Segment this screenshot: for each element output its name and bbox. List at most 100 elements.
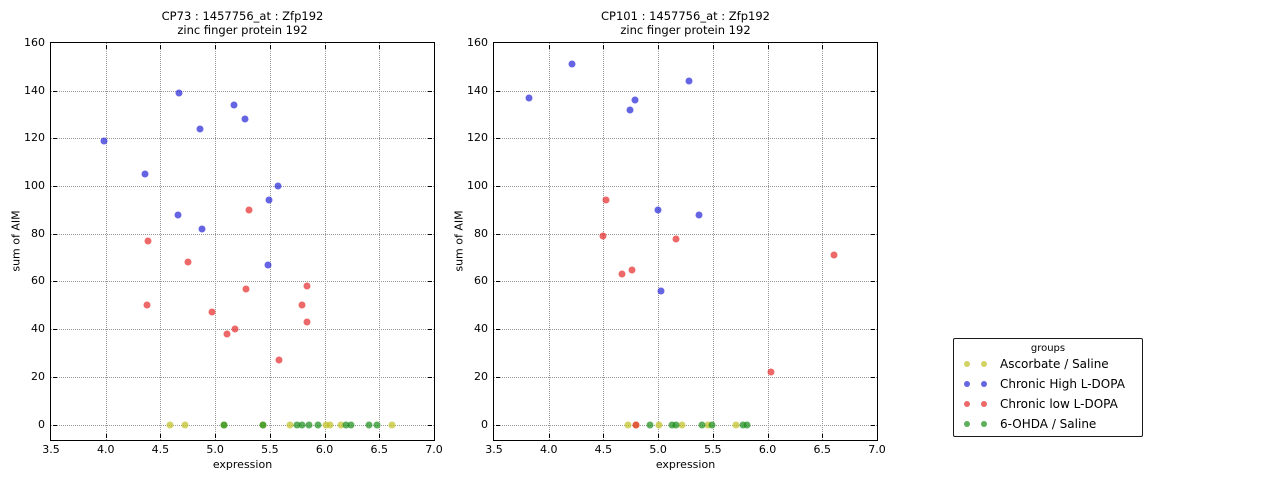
data-point — [337, 421, 345, 428]
x-tick-bottom — [658, 434, 660, 438]
data-point — [305, 421, 313, 428]
data-point — [141, 170, 149, 178]
data-point — [245, 206, 253, 214]
y-tick-left — [53, 186, 57, 188]
x-tick-label: 6.5 — [370, 443, 389, 456]
data-point — [231, 325, 239, 333]
x-tick-label: 5.5 — [261, 443, 279, 456]
x-gridline — [603, 43, 605, 440]
y-gridline — [51, 281, 434, 283]
legend-marker-icon — [964, 401, 970, 407]
x-tick-label: 7.0 — [868, 443, 886, 456]
data-point — [181, 421, 188, 428]
data-point — [298, 421, 306, 428]
y-gridline — [494, 281, 877, 283]
data-point — [275, 356, 283, 364]
data-point — [223, 330, 231, 338]
x-tick-top — [548, 45, 550, 49]
data-point — [631, 96, 639, 104]
y-tick-label: 100 — [24, 179, 45, 193]
y-gridline — [51, 186, 434, 188]
y-tick-right — [428, 90, 432, 92]
plot1-title-line1: CP73 : 1457756_at : Zfp192 — [161, 9, 324, 23]
y-tick-label: 40 — [31, 322, 45, 336]
x-gridline — [269, 43, 271, 440]
x-tick-top — [324, 45, 326, 49]
legend-item: 6-OHDA / Saline — [954, 414, 1142, 434]
x-tick-top — [603, 45, 605, 49]
y-tick-right — [871, 186, 875, 188]
y-tick-label: 120 — [467, 131, 488, 145]
data-point — [618, 270, 626, 278]
x-tick-bottom — [160, 434, 162, 438]
y-gridline — [494, 376, 877, 378]
y-tick-right — [428, 281, 432, 283]
x-tick-top — [767, 45, 769, 49]
x-tick-top — [269, 45, 271, 49]
y-tick-right — [428, 138, 432, 140]
legend-marker-icon — [964, 361, 970, 367]
legend-marker-icon — [964, 421, 970, 427]
x-tick-top — [712, 45, 714, 49]
y-tick-left — [496, 281, 500, 283]
scatter-plot-cp73: 3.5 4.0 4.5 5.0 5.5 6.0 6.5 7.0 0 20 40 60 80 100 120 1… — [24, 36, 443, 456]
y-gridline — [51, 329, 434, 331]
y-gridline — [51, 90, 434, 92]
plot2-title-line1: CP101 : 1457756_at : Zfp192 — [601, 9, 770, 23]
x-gridline — [379, 43, 381, 440]
x-gridline — [105, 43, 107, 440]
data-point — [672, 235, 680, 243]
y-gridline — [51, 376, 434, 378]
x-gridline — [160, 43, 162, 440]
y-gridline — [494, 186, 877, 188]
data-point — [672, 421, 680, 428]
y-gridline — [51, 424, 434, 426]
y-tick-label: 40 — [474, 322, 488, 336]
x-tick-bottom — [215, 434, 217, 438]
y-tick-right — [428, 329, 432, 331]
data-point — [314, 421, 322, 428]
data-point — [830, 251, 838, 259]
x-tick-label: 4.0 — [96, 443, 115, 456]
y-tick-label: 60 — [474, 274, 488, 288]
x-gridline — [658, 43, 660, 440]
x-tick-bottom — [105, 434, 107, 438]
x-tick-bottom — [767, 434, 769, 438]
y-gridline — [51, 233, 434, 235]
y-tick-left — [53, 138, 57, 140]
data-point — [698, 421, 706, 428]
y-tick-label: 80 — [31, 226, 45, 240]
x-tick-label: 3.5 — [42, 443, 60, 456]
legend-item-label: Chronic High L-DOPA — [1000, 377, 1125, 391]
data-point — [208, 308, 216, 316]
plot1-title-line2: zinc finger protein 192 — [177, 23, 308, 37]
y-gridline — [494, 329, 877, 331]
y-tick-left — [496, 138, 500, 140]
y-tick-label: 0 — [481, 417, 488, 431]
legend-rows: Ascorbate / Saline Chronic High L-DOPA Chr… — [954, 354, 1142, 434]
data-point — [632, 421, 640, 428]
y-tick-left — [53, 90, 57, 92]
y-tick-label: 160 — [467, 36, 488, 49]
x-tick-top — [658, 45, 660, 49]
data-point — [599, 232, 607, 240]
data-point — [365, 421, 373, 428]
x-tick-top — [215, 45, 217, 49]
y-tick-right — [428, 376, 432, 378]
y-tick-label: 20 — [31, 369, 45, 383]
plot2-title: CP101 : 1457756_at : Zfp192 zinc finger … — [493, 9, 878, 37]
legend-item-label: Ascorbate / Saline — [1000, 357, 1109, 371]
data-point — [732, 421, 740, 428]
data-point — [196, 125, 204, 133]
data-point — [259, 421, 267, 428]
data-point — [264, 261, 272, 269]
data-point — [293, 421, 301, 428]
y-tick-left — [53, 376, 57, 378]
x-tick-top — [379, 45, 381, 49]
y-tick-label: 140 — [24, 83, 45, 97]
data-point — [326, 421, 334, 428]
x-tick-label: 5.5 — [704, 443, 722, 456]
y-tick-left — [496, 233, 500, 235]
y-tick-right — [871, 281, 875, 283]
data-point — [143, 301, 151, 309]
